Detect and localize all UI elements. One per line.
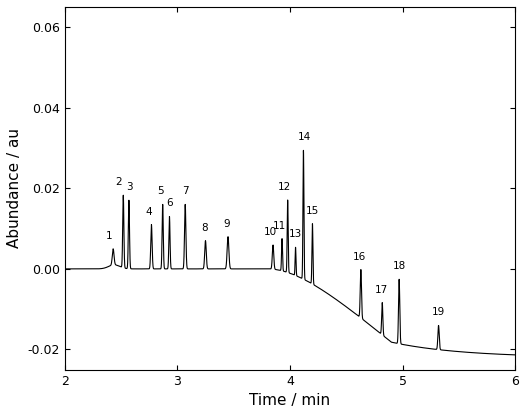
X-axis label: Time / min: Time / min — [249, 393, 330, 408]
Text: 14: 14 — [297, 132, 311, 142]
Text: 16: 16 — [353, 251, 367, 261]
Text: 18: 18 — [393, 261, 406, 271]
Text: 10: 10 — [264, 227, 277, 237]
Text: 6: 6 — [166, 198, 173, 208]
Text: 1: 1 — [105, 231, 112, 241]
Text: 19: 19 — [432, 308, 446, 317]
Y-axis label: Abundance / au: Abundance / au — [7, 128, 22, 248]
Text: 12: 12 — [278, 182, 291, 192]
Text: 5: 5 — [157, 186, 164, 196]
Text: 9: 9 — [224, 219, 230, 229]
Text: 3: 3 — [126, 182, 133, 192]
Text: 8: 8 — [201, 222, 208, 233]
Text: 2: 2 — [116, 177, 122, 187]
Text: 15: 15 — [306, 205, 319, 215]
Text: 4: 4 — [146, 207, 153, 217]
Text: 13: 13 — [289, 229, 302, 239]
Text: 11: 11 — [273, 220, 287, 231]
Text: 7: 7 — [182, 186, 189, 196]
Text: 17: 17 — [375, 285, 388, 295]
